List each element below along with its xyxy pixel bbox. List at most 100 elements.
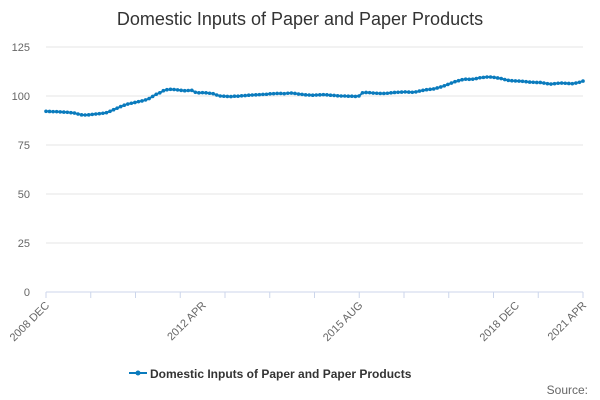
data-point[interactable] — [168, 87, 173, 92]
data-point[interactable] — [332, 93, 336, 98]
data-point[interactable] — [147, 96, 151, 101]
data-point[interactable] — [69, 110, 73, 115]
data-point[interactable] — [257, 92, 262, 97]
data-point[interactable] — [268, 92, 272, 96]
data-point[interactable] — [190, 88, 194, 93]
data-point[interactable] — [186, 88, 191, 93]
data-point[interactable] — [264, 92, 269, 97]
data-point[interactable] — [76, 112, 80, 116]
data-point[interactable] — [506, 78, 511, 83]
data-point[interactable] — [456, 78, 461, 83]
data-point[interactable] — [90, 112, 95, 117]
data-point[interactable] — [133, 100, 137, 105]
data-point[interactable] — [410, 90, 415, 95]
data-point[interactable] — [574, 81, 578, 85]
data-point[interactable] — [254, 93, 258, 97]
data-point[interactable] — [353, 94, 358, 99]
data-point[interactable] — [193, 90, 198, 95]
data-point[interactable] — [396, 90, 400, 95]
data-point[interactable] — [143, 98, 148, 102]
data-point[interactable] — [346, 94, 351, 98]
data-point[interactable] — [104, 110, 109, 115]
data-point[interactable] — [129, 101, 134, 106]
data-point[interactable] — [446, 82, 450, 87]
data-point[interactable] — [250, 93, 255, 97]
data-point[interactable] — [207, 91, 212, 96]
data-point[interactable] — [542, 81, 546, 85]
data-point[interactable] — [303, 93, 308, 97]
data-point[interactable] — [197, 91, 201, 95]
source-credit[interactable]: Source: — [547, 383, 588, 397]
data-point[interactable] — [414, 90, 418, 94]
data-point[interactable] — [118, 104, 123, 109]
data-point[interactable] — [325, 93, 329, 97]
data-point[interactable] — [150, 94, 155, 99]
data-point[interactable] — [328, 93, 333, 98]
data-point[interactable] — [406, 90, 411, 94]
data-point[interactable] — [342, 94, 347, 98]
data-point[interactable] — [556, 81, 560, 86]
data-point[interactable] — [222, 94, 226, 98]
data-point[interactable] — [421, 88, 425, 93]
data-point[interactable] — [58, 110, 63, 114]
data-point[interactable] — [79, 113, 84, 117]
data-point[interactable] — [101, 111, 105, 116]
data-point[interactable] — [549, 82, 553, 86]
data-point[interactable] — [357, 94, 361, 98]
data-point[interactable] — [460, 77, 464, 82]
data-point[interactable] — [165, 87, 169, 92]
data-point[interactable] — [524, 79, 528, 84]
data-point[interactable] — [424, 87, 429, 92]
data-point[interactable] — [538, 80, 543, 85]
data-point[interactable] — [286, 91, 290, 96]
data-point[interactable] — [44, 109, 48, 114]
data-point[interactable] — [378, 91, 383, 96]
data-point[interactable] — [232, 94, 237, 98]
data-point[interactable] — [510, 78, 514, 83]
data-point[interactable] — [307, 93, 311, 97]
data-point[interactable] — [492, 75, 496, 80]
data-point[interactable] — [200, 90, 205, 95]
data-point[interactable] — [485, 75, 489, 79]
data-point[interactable] — [111, 107, 116, 112]
data-point[interactable] — [534, 80, 539, 85]
data-point[interactable] — [314, 93, 319, 97]
data-point[interactable] — [399, 90, 404, 94]
data-point[interactable] — [275, 91, 279, 96]
data-point[interactable] — [54, 109, 59, 114]
data-point[interactable] — [179, 88, 183, 93]
data-point[interactable] — [563, 81, 568, 86]
data-point[interactable] — [318, 93, 322, 97]
data-point[interactable] — [83, 113, 87, 117]
data-point[interactable] — [364, 90, 368, 95]
data-point[interactable] — [335, 94, 340, 98]
data-point[interactable] — [125, 102, 130, 106]
data-point[interactable] — [271, 91, 276, 96]
data-point[interactable] — [158, 91, 162, 95]
data-point[interactable] — [385, 91, 390, 96]
data-point[interactable] — [93, 112, 98, 116]
data-point[interactable] — [495, 76, 500, 80]
data-point[interactable] — [350, 94, 354, 98]
data-point[interactable] — [520, 79, 525, 84]
data-point[interactable] — [435, 86, 439, 90]
data-point[interactable] — [214, 93, 219, 97]
data-point[interactable] — [51, 109, 55, 114]
data-point[interactable] — [499, 76, 504, 81]
data-point[interactable] — [140, 99, 144, 103]
data-point[interactable] — [229, 94, 233, 99]
data-point[interactable] — [282, 91, 287, 96]
data-point[interactable] — [428, 87, 432, 92]
data-point[interactable] — [204, 91, 208, 95]
data-point[interactable] — [545, 81, 550, 86]
data-point[interactable] — [182, 88, 187, 93]
data-point[interactable] — [488, 75, 493, 79]
data-point[interactable] — [438, 85, 443, 89]
data-point[interactable] — [115, 106, 119, 110]
data-point[interactable] — [470, 77, 475, 81]
data-point[interactable] — [360, 91, 365, 95]
data-point[interactable] — [289, 91, 294, 95]
data-point[interactable] — [531, 80, 536, 85]
data-point[interactable] — [481, 75, 486, 80]
data-point[interactable] — [463, 77, 468, 81]
